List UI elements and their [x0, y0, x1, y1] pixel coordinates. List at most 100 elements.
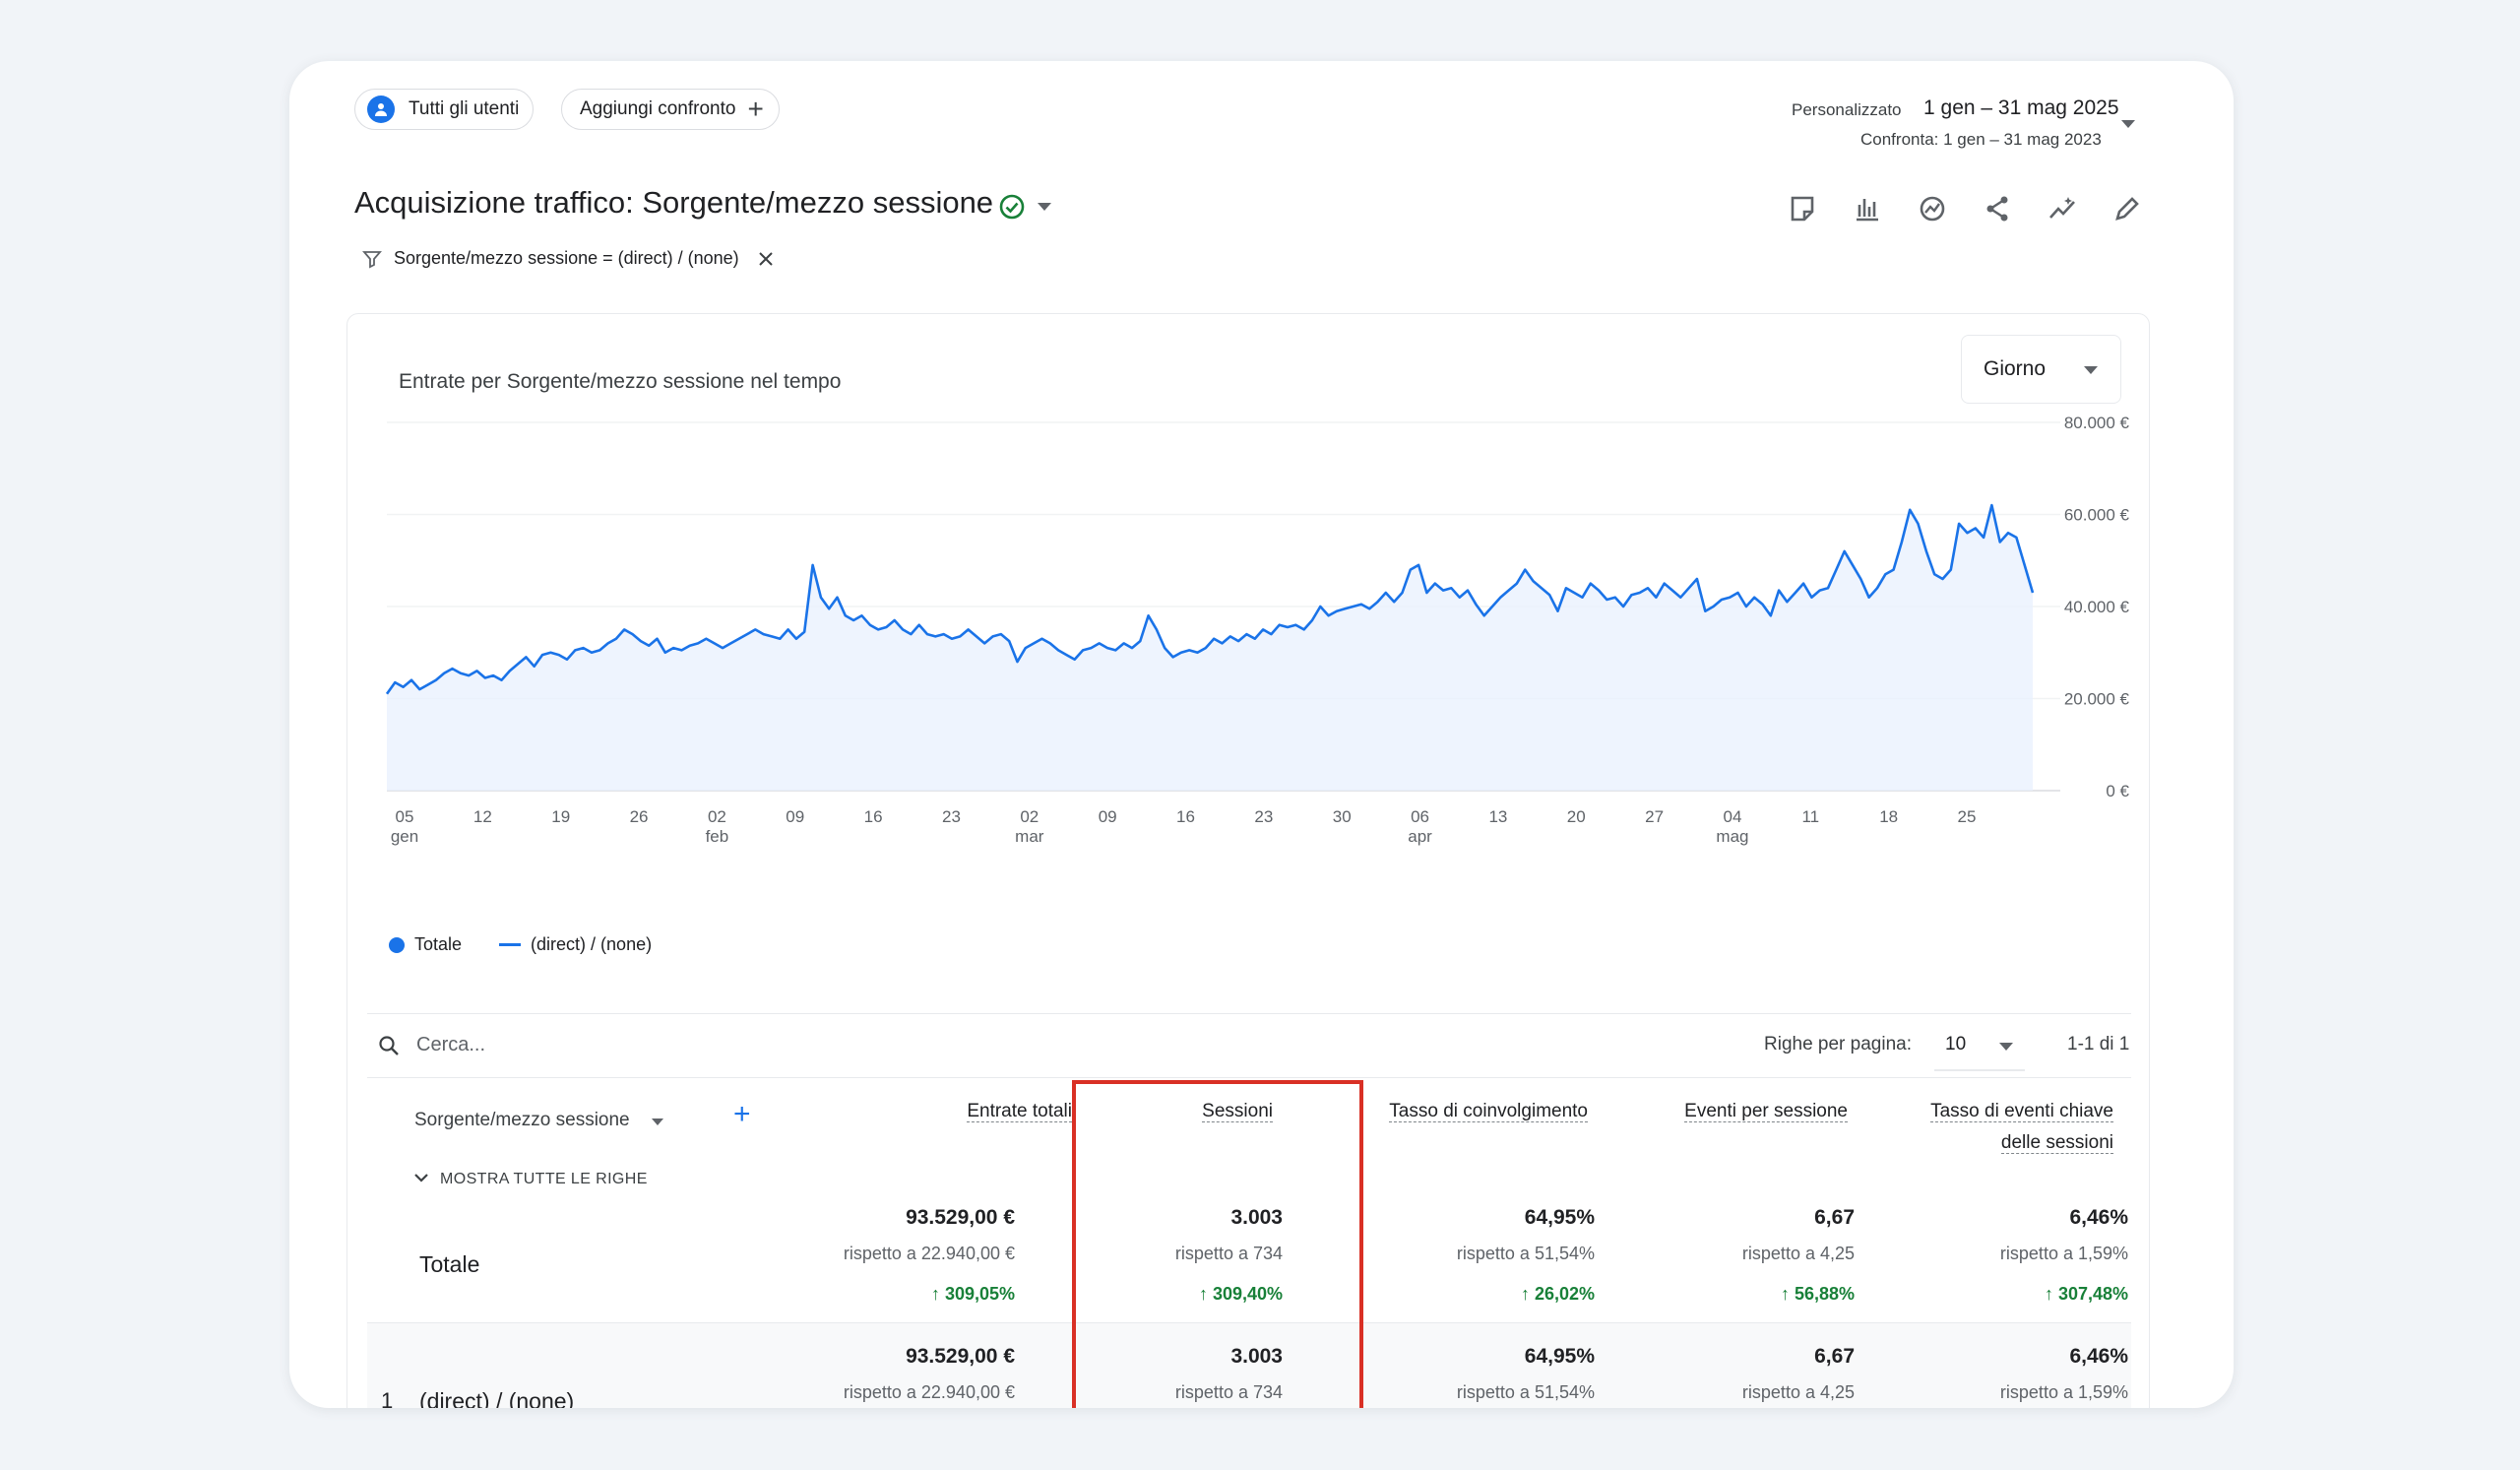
legend-dot-total [389, 936, 405, 953]
column-header-revenue[interactable]: Entrate totali [967, 1101, 1072, 1122]
total-cell-value: 3.003 [1230, 1206, 1283, 1229]
total-cell-change: ↑ 309,40% [1198, 1284, 1283, 1304]
search-icon [377, 1034, 401, 1062]
x-tick-label: 27 [1645, 807, 1664, 826]
total-cell-value: 6,67 [1814, 1206, 1855, 1229]
x-tick-label: 26 [630, 807, 649, 826]
x-tick-label: 05 [396, 807, 414, 826]
row-cell-value: 93.529,00 € [906, 1345, 1015, 1368]
x-tick-month-label: gen [391, 827, 418, 846]
x-tick-label: 23 [942, 807, 961, 826]
pagination-status: 1-1 di 1 [2067, 1034, 2130, 1055]
show-all-rows-button[interactable]: MOSTRA TUTTE LE RIGHE [440, 1171, 648, 1187]
add-comparison-label: Aggiungi confronto [580, 98, 736, 119]
row-cell-compare: rispetto a 4,25 [1741, 1382, 1855, 1402]
x-tick-label: 12 [473, 807, 492, 826]
series-area-total [387, 505, 2033, 791]
search-input[interactable]: Cerca... [416, 1034, 486, 1055]
remove-filter-icon[interactable] [757, 250, 775, 268]
anomaly-icon[interactable] [2043, 189, 2082, 228]
page-title: Acquisizione traffico: Sorgente/mezzo se… [354, 185, 994, 220]
y-tick-label: 80.000 € [2064, 414, 2130, 432]
total-cell-change: ↑ 26,02% [1520, 1284, 1595, 1304]
x-tick-label: 02 [1020, 807, 1039, 826]
column-header-key-event-rate[interactable]: Tasso di eventi chiave delle sessioni [1930, 1101, 2113, 1154]
series-line-direct[interactable] [385, 503, 2035, 695]
segment-chip-all-users[interactable]: Tutti gli utenti [354, 89, 534, 130]
rows-per-page-label: Righe per pagina: [1764, 1034, 1912, 1055]
x-tick-label: 04 [1723, 807, 1741, 826]
share-icon[interactable] [1978, 189, 2017, 228]
chevron-down-icon[interactable] [412, 1171, 430, 1189]
chart-legend: Totale (direct) / (none) [389, 934, 652, 955]
x-tick-label: 20 [1567, 807, 1586, 826]
x-tick-label: 06 [1411, 807, 1429, 826]
x-tick-label: 13 [1488, 807, 1507, 826]
y-tick-label: 20.000 € [2064, 690, 2130, 709]
x-tick-label: 09 [786, 807, 804, 826]
total-cell-compare: rispetto a 734 [1174, 1244, 1283, 1263]
granularity-select[interactable]: Giorno [1961, 335, 2121, 404]
total-cell-value: 6,46% [2069, 1206, 2128, 1229]
filter-label: Sorgente/mezzo sessione = (direct) / (no… [394, 248, 739, 268]
customize-chart-icon[interactable] [1848, 189, 1887, 228]
verified-check-icon[interactable] [994, 189, 1030, 224]
edit-icon[interactable] [2108, 189, 2147, 228]
total-cell-compare: rispetto a 4,25 [1741, 1244, 1855, 1263]
x-tick-label: 16 [1176, 807, 1195, 826]
segment-chip-label: Tutti gli utenti [409, 98, 520, 119]
x-tick-month-label: mar [1015, 827, 1044, 846]
x-tick-month-label: apr [1408, 827, 1432, 846]
chart-and-table-panel: Entrate per Sorgente/mezzo sessione nel … [346, 313, 2150, 1408]
granularity-dropdown-icon [2084, 366, 2098, 374]
total-cell-compare: rispetto a 1,59% [1999, 1244, 2128, 1263]
x-tick-label: 19 [551, 807, 570, 826]
y-tick-label: 40.000 € [2064, 598, 2130, 616]
total-cell-change: ↑ 309,05% [930, 1284, 1015, 1304]
date-range-dropdown-icon[interactable] [2121, 120, 2135, 128]
column-header-engagement-rate[interactable]: Tasso di coinvolgimento [1389, 1101, 1588, 1122]
y-tick-label: 60.000 € [2064, 506, 2130, 525]
granularity-value: Giorno [1984, 357, 2047, 380]
total-row-label: Totale [419, 1251, 480, 1277]
total-cell-change: ↑ 56,88% [1780, 1284, 1855, 1304]
date-range-selector[interactable]: 1 gen – 31 mag 2025 [1923, 96, 2119, 119]
row-cell-compare: rispetto a 51,54% [1456, 1382, 1595, 1402]
row-cell-value: 6,67 [1814, 1345, 1855, 1368]
title-dropdown-icon[interactable] [1038, 203, 1051, 211]
rows-per-page-select[interactable]: 10 [1945, 1034, 1967, 1055]
row-dimension-value[interactable]: (direct) / (none) [419, 1388, 575, 1408]
add-dimension-button[interactable]: + [733, 1098, 751, 1130]
filter-icon [362, 249, 382, 269]
column-header-events-per-session[interactable]: Eventi per sessione [1684, 1101, 1848, 1122]
add-comparison-button[interactable]: Aggiungi confronto + [561, 89, 780, 130]
dimension-selector[interactable]: Sorgente/mezzo sessione [414, 1110, 630, 1130]
row-cell-value: 64,95% [1524, 1345, 1595, 1368]
rows-per-page-underline [1934, 1069, 2025, 1071]
table-row[interactable] [367, 1322, 2131, 1408]
total-cell-change: ↑ 307,48% [2044, 1284, 2128, 1304]
x-tick-label: 25 [1958, 807, 1977, 826]
date-compare-text: Confronta: 1 gen – 31 mag 2023 [1860, 130, 2102, 149]
active-filter: Sorgente/mezzo sessione = (direct) / (no… [362, 248, 775, 269]
rows-per-page-dropdown-icon[interactable] [1999, 1043, 2013, 1051]
row-cell-compare: rispetto a 734 [1174, 1382, 1283, 1402]
x-tick-month-label: feb [706, 827, 729, 846]
insights-icon[interactable] [1913, 189, 1952, 228]
x-tick-label: 18 [1879, 807, 1898, 826]
row-cell-compare: rispetto a 22.940,00 € [843, 1382, 1015, 1402]
date-preset-label: Personalizzato [1792, 100, 1902, 119]
row-cell-value: 6,46% [2069, 1345, 2128, 1368]
legend-label-direct: (direct) / (none) [531, 934, 653, 954]
total-cell-compare: rispetto a 51,54% [1456, 1244, 1595, 1263]
row-index: 1 [381, 1388, 394, 1408]
table-toolbar: Cerca... Righe per pagina: 10 1-1 di 1 [367, 1013, 2131, 1078]
column-header-sessions[interactable]: Sessioni [1202, 1101, 1273, 1122]
highlight-box-revenue-column [1072, 1080, 1363, 1408]
total-cell-value: 93.529,00 € [906, 1206, 1015, 1229]
save-icon[interactable] [1783, 189, 1822, 228]
x-tick-label: 09 [1099, 807, 1117, 826]
dimension-dropdown-icon[interactable] [652, 1118, 663, 1125]
total-cell-compare: rispetto a 22.940,00 € [843, 1244, 1015, 1263]
report-card: Tutti gli utenti Aggiungi confronto + Pe… [289, 61, 2234, 1408]
